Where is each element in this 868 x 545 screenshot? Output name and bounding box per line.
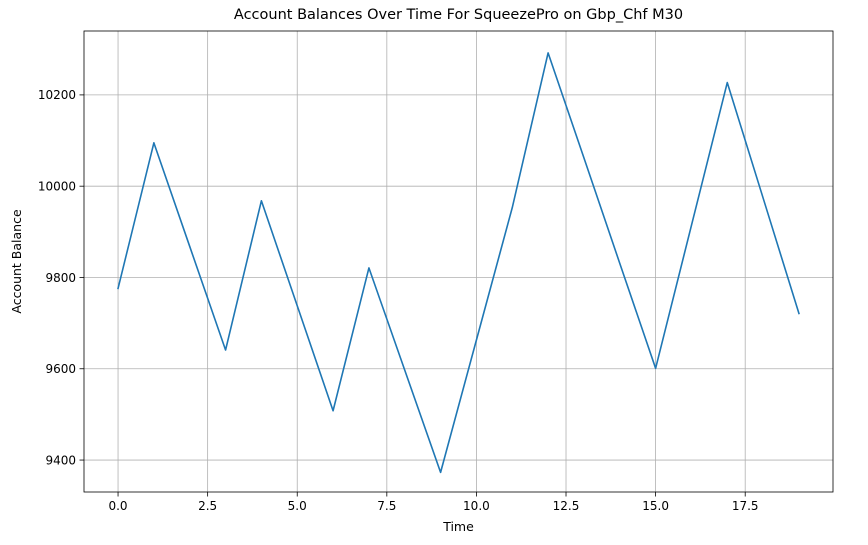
x-tick-label: 7.5 bbox=[377, 499, 396, 513]
x-tick-label: 2.5 bbox=[198, 499, 217, 513]
y-axis-ticks: 9400 9600 9800 10000 10200 bbox=[38, 88, 84, 467]
y-tick-label: 9800 bbox=[45, 271, 76, 285]
grid bbox=[84, 31, 833, 492]
x-tick-label: 17.5 bbox=[732, 499, 759, 513]
x-axis-ticks: 0.0 2.5 5.0 7.5 10.0 12.5 15.0 17.5 bbox=[108, 492, 759, 513]
x-axis-label: Time bbox=[442, 519, 474, 534]
x-tick-label: 15.0 bbox=[642, 499, 669, 513]
x-tick-label: 0.0 bbox=[108, 499, 127, 513]
series-layer bbox=[117, 52, 800, 474]
x-tick-label: 12.5 bbox=[553, 499, 580, 513]
y-tick-label: 10000 bbox=[38, 179, 76, 193]
account-balance-line bbox=[117, 52, 800, 474]
chart-title: Account Balances Over Time For SqueezePr… bbox=[234, 7, 683, 23]
y-tick-label: 9400 bbox=[45, 453, 76, 467]
x-tick-label: 10.0 bbox=[463, 499, 490, 513]
y-tick-label: 9600 bbox=[45, 362, 76, 376]
y-tick-label: 10200 bbox=[38, 88, 76, 102]
plot-frame bbox=[83, 30, 834, 493]
y-axis-label: Account Balance bbox=[9, 209, 24, 314]
x-tick-label: 5.0 bbox=[288, 499, 307, 513]
